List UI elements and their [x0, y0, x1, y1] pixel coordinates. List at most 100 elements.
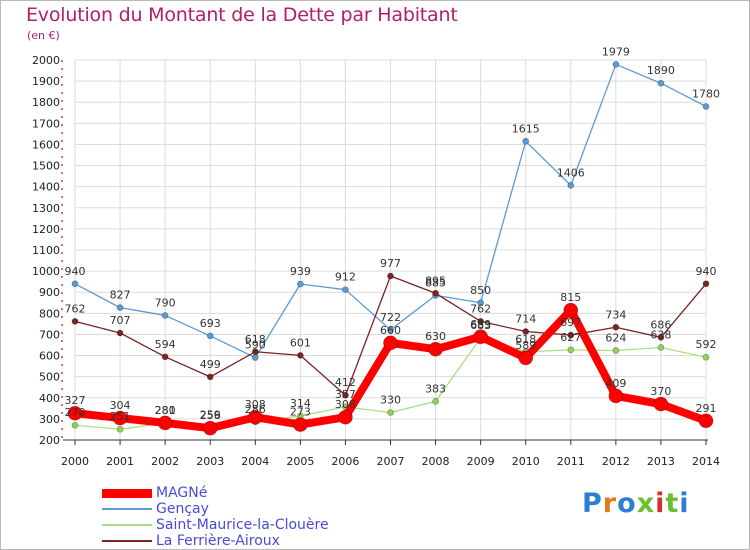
data-point — [567, 182, 575, 189]
data-label: 256 — [200, 409, 221, 422]
data-point — [608, 388, 624, 404]
data-label: 594 — [155, 338, 176, 351]
data-label: 850 — [470, 284, 491, 297]
data-label: 885 — [425, 276, 446, 289]
data-point — [567, 331, 575, 339]
data-label: 370 — [650, 385, 671, 398]
x-tick-label: 2008 — [422, 455, 450, 468]
data-point — [477, 299, 484, 307]
data-point — [567, 346, 575, 354]
data-label: 251 — [110, 410, 131, 423]
data-label: 281 — [155, 404, 176, 417]
data-point — [387, 272, 394, 280]
data-label: 601 — [290, 336, 311, 349]
data-label: 590 — [245, 339, 266, 352]
data-point — [432, 398, 439, 405]
x-tick-label: 2010 — [512, 455, 540, 468]
data-label: 330 — [380, 394, 401, 407]
data-point — [653, 396, 669, 412]
data-label: 627 — [560, 331, 581, 344]
data-label: 304 — [110, 399, 131, 412]
data-point — [612, 323, 620, 331]
y-tick-label: 2000 — [32, 54, 60, 67]
y-tick-label: 1300 — [32, 202, 60, 215]
data-point — [71, 318, 79, 325]
legend-label-magne: MAGNé — [156, 485, 208, 501]
y-tick-label: 1700 — [32, 117, 60, 130]
y-tick-label: 1800 — [32, 96, 60, 109]
y-tick-label: 600 — [39, 350, 60, 363]
data-point — [657, 334, 665, 341]
data-label: 693 — [200, 317, 221, 330]
data-label: 815 — [560, 291, 581, 304]
data-point — [612, 347, 620, 354]
y-tick-label: 1600 — [32, 138, 60, 151]
x-tick-label: 2002 — [151, 455, 179, 468]
legend-swatch-gencay — [102, 508, 152, 510]
data-label: 660 — [380, 324, 401, 337]
legend: MAGNé Gençay Saint-Maurice-la-Clouère La… — [102, 485, 329, 549]
data-point — [297, 351, 304, 359]
data-point — [116, 425, 124, 433]
data-label: 273 — [290, 406, 311, 419]
data-point — [702, 103, 710, 110]
data-label: 940 — [65, 265, 86, 278]
data-label: 1979 — [602, 45, 630, 58]
x-tick-label: 2012 — [602, 455, 630, 468]
data-point — [612, 61, 620, 68]
y-tick-label: 700 — [39, 328, 60, 341]
data-label: 912 — [335, 271, 356, 284]
data-point — [206, 373, 214, 381]
data-point — [387, 326, 394, 334]
data-point — [473, 329, 488, 345]
legend-item-saint-maurice: Saint-Maurice-la-Clouère — [102, 517, 329, 533]
data-label: 618 — [245, 333, 266, 346]
y-tick-label: 200 — [39, 434, 60, 447]
data-label: 638 — [650, 329, 671, 342]
data-point — [161, 312, 169, 319]
x-tick-label: 2007 — [377, 455, 405, 468]
data-label: 409 — [605, 377, 626, 390]
data-label: 940 — [696, 265, 717, 278]
data-label: 383 — [425, 382, 446, 395]
data-label: 412 — [335, 376, 356, 389]
data-label: 683 — [470, 319, 491, 332]
y-tick-label: 300 — [39, 413, 60, 426]
x-tick-label: 2004 — [241, 455, 269, 468]
data-label: 589 — [515, 339, 536, 352]
data-label: 286 — [245, 403, 266, 416]
data-label: 630 — [425, 330, 446, 343]
data-point — [112, 410, 128, 426]
data-point — [293, 417, 308, 432]
data-point — [563, 302, 579, 318]
data-label: 314 — [290, 397, 311, 410]
data-label: 1780 — [692, 87, 720, 100]
data-label: 686 — [650, 318, 671, 331]
data-label: 707 — [110, 314, 131, 327]
y-tick-label: 1500 — [32, 160, 60, 173]
data-point — [161, 353, 169, 361]
data-label: 762 — [470, 302, 491, 315]
data-point — [251, 354, 259, 362]
data-label: 357 — [335, 388, 356, 401]
data-point — [206, 332, 214, 340]
data-label: 592 — [696, 338, 717, 351]
legend-swatch-magne — [102, 488, 152, 498]
x-tick-label: 2005 — [286, 455, 314, 468]
data-point — [657, 79, 665, 87]
x-tick-label: 2013 — [647, 455, 675, 468]
data-label: 722 — [380, 311, 401, 324]
y-tick-label: 1200 — [32, 223, 60, 236]
data-point — [698, 413, 714, 429]
data-point — [338, 409, 353, 425]
y-tick-label: 900 — [39, 286, 60, 299]
x-tick-label: 2001 — [106, 455, 134, 468]
x-tick-label: 2009 — [467, 455, 495, 468]
data-label: 714 — [515, 312, 536, 325]
data-label: 689 — [470, 318, 491, 331]
data-point — [116, 304, 124, 311]
data-point — [251, 348, 259, 356]
data-point — [432, 289, 439, 297]
data-point — [383, 335, 398, 351]
